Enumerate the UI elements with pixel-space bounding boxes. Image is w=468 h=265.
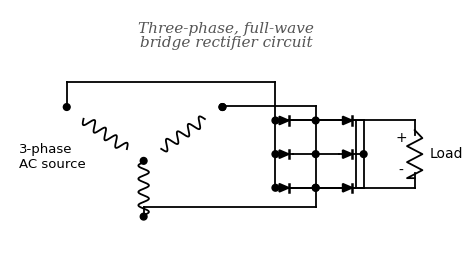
Text: 3-phase
AC source: 3-phase AC source (19, 143, 86, 171)
Circle shape (63, 104, 70, 111)
Polygon shape (279, 116, 289, 125)
Circle shape (312, 184, 319, 191)
Text: bridge rectifier circuit: bridge rectifier circuit (140, 36, 313, 50)
Polygon shape (279, 150, 289, 158)
Circle shape (312, 184, 319, 191)
Polygon shape (279, 184, 289, 192)
Circle shape (219, 104, 226, 111)
Text: -: - (399, 164, 404, 178)
Circle shape (140, 213, 147, 220)
Text: Load: Load (430, 147, 464, 161)
Circle shape (140, 157, 147, 164)
Circle shape (219, 104, 226, 111)
Polygon shape (343, 150, 352, 158)
Circle shape (312, 117, 319, 124)
Circle shape (360, 151, 367, 157)
Circle shape (272, 184, 279, 191)
Text: Three-phase, full-wave: Three-phase, full-wave (139, 23, 314, 37)
Circle shape (272, 151, 279, 157)
Polygon shape (343, 184, 352, 192)
Circle shape (272, 117, 279, 124)
Polygon shape (343, 116, 352, 125)
Circle shape (312, 151, 319, 157)
Text: +: + (395, 131, 407, 145)
